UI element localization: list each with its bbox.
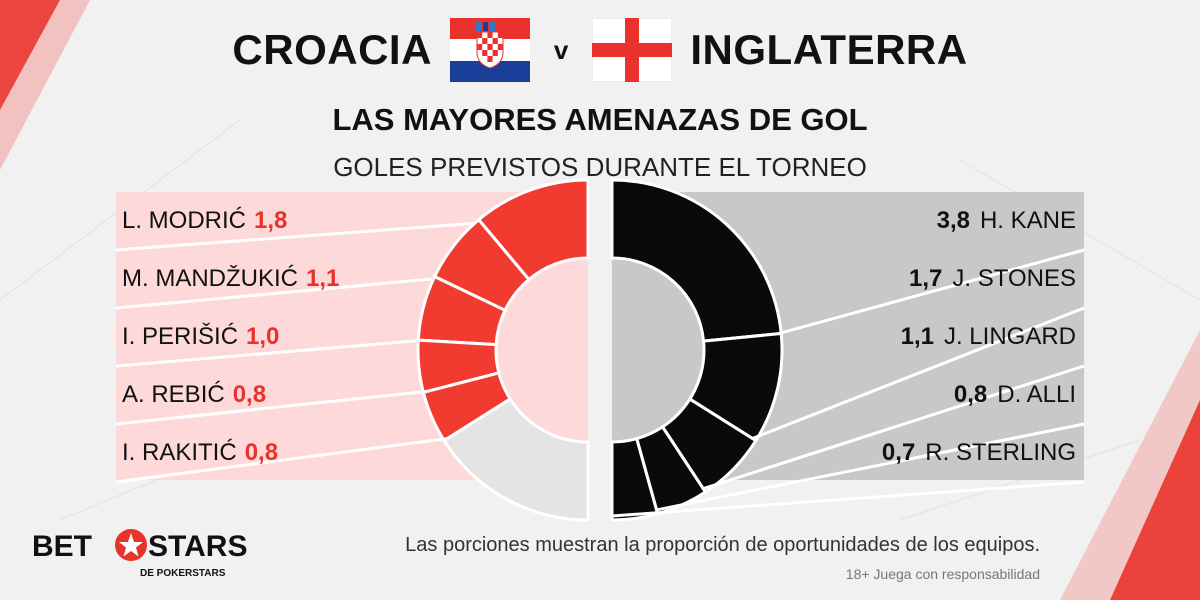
player-value: 0,8 [232,381,267,408]
player-name: D. ALLI [997,381,1076,408]
england-player-row: 0,7 R. STERLING [882,424,1076,482]
player-value: 1,0 [246,323,280,350]
player-value: 1,8 [254,207,288,234]
corner-accent-bottom-right-light [1060,330,1200,600]
betstars-logo: BET STARS DE POKERSTARS [32,524,247,584]
chart-subtitle: GOLES PREVISTOS DURANTE EL TORNEO [333,152,867,182]
logo-stars-text: STARS [148,530,248,563]
match-title: CROACIA v INGLATERRA [0,10,1200,90]
team-left-name: CROACIA [232,26,432,73]
england-player-row: 1,7 J. STONES [909,250,1076,308]
england-player-row: 3,8 H. KANE [937,192,1076,250]
player-value: 3,8 [936,207,970,234]
corner-accent-bottom-right [1110,400,1200,600]
slice-leader-line [751,306,1085,440]
slice-leader-line [656,422,1085,512]
player-name: M. MANDŽUKIĆ [122,265,298,292]
player-name: J. STONES [952,265,1076,292]
responsible-gambling-disclaimer: 18+ Juega con responsabilidad [845,566,1040,582]
player-name: L. MODRIĆ [122,207,247,234]
player-name: R. STERLING [925,439,1076,466]
slice-leader-line [611,480,1085,518]
player-value: 0,8 [953,381,988,408]
player-value: 0,7 [881,439,916,466]
croatia-player-row: M. MANDŽUKIĆ 1,1 [122,250,339,308]
red-star-icon [115,529,147,561]
player-value: 0,8 [244,439,279,466]
croatia-player-row: I. PERIŠIĆ 1,0 [122,308,279,366]
slice-leader-line [776,248,1085,336]
player-name: I. RAKITIĆ [122,439,237,466]
player-value: 1,1 [900,323,934,350]
slice-leader-line [115,389,428,426]
england-player-row: 0,8 D. ALLI [954,366,1076,424]
croatia-player-row: L. MODRIĆ 1,8 [122,192,287,250]
slice-leader-line [115,221,482,252]
player-name: A. REBIĆ [122,381,225,408]
player-value: 1,1 [306,265,340,292]
chart-title: LAS MAYORES AMENAZAS DE GOL [332,102,868,137]
player-name: H. KANE [979,207,1076,234]
slice-leader-line [702,364,1085,491]
corner-accent-top-left [0,0,60,110]
croatia-player-row: I. RAKITIĆ 0,8 [122,424,278,482]
player-name: I. PERIŠIĆ [122,323,239,350]
player-name: J. LINGARD [943,323,1076,350]
slice-leader-line [115,338,423,368]
versus-label: v [553,34,569,65]
croatia-player-row: A. REBIĆ 0,8 [122,366,266,424]
player-value: 1,7 [909,265,943,292]
donut-slice [610,178,783,343]
croatia-flag-icon [449,18,530,82]
footnote: Las porciones muestran la proporción de … [405,534,1040,556]
logo-bet-text: BET [32,530,92,563]
england-player-row: 1,1 J. LINGARD [901,308,1076,366]
slice-leader-line [115,276,439,310]
england-flag-icon [592,18,673,82]
slice-leader-line [115,437,448,484]
corner-accent-top-left-light [0,0,90,170]
logo-subtitle: DE POKERSTARS [140,568,226,579]
team-right-name: INGLATERRA [690,26,968,73]
donut-remainder-slice [442,396,590,522]
